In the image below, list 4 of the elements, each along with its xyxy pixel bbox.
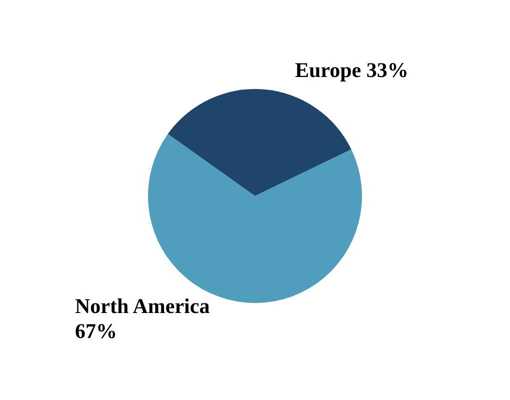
slice-label: North America <box>75 294 210 318</box>
pie-slice <box>168 89 352 196</box>
slice-label: Europe 33% <box>295 58 408 82</box>
data-label: 67% <box>75 319 117 343</box>
